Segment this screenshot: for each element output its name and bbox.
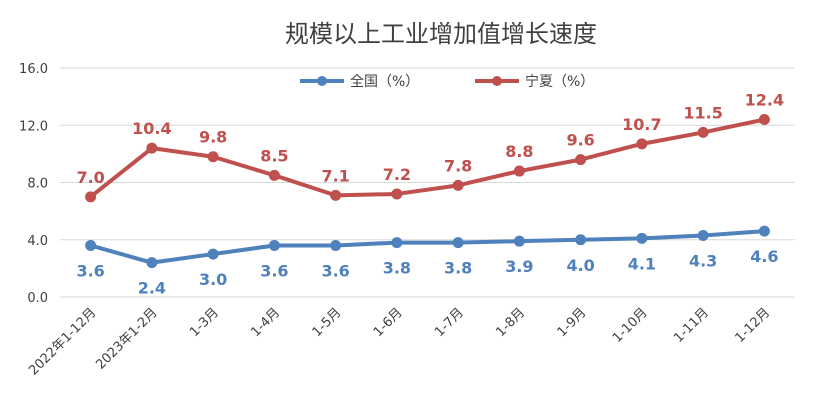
- data-point: [758, 114, 770, 126]
- data-label: 3.8: [383, 259, 411, 278]
- data-point: [697, 126, 709, 138]
- data-point: [513, 165, 525, 177]
- y-tick-label: 8.0: [27, 177, 48, 192]
- data-point: [85, 239, 97, 251]
- x-tick-label: 1-5月: [310, 305, 345, 340]
- data-label: 11.5: [683, 103, 722, 122]
- series-0: 3.6 2.4 3.0 3.6 3.6 3.8 3.8 3.9 4.0 4.1 4.3 4.6: [76, 225, 779, 298]
- x-tick-label: 1-12月: [733, 305, 774, 346]
- legend-swatch-marker: [317, 76, 327, 86]
- data-point: [636, 138, 648, 150]
- x-tick-label: 1-7月: [432, 305, 467, 340]
- legend: 全国（%） 宁夏（%）: [300, 73, 594, 90]
- data-label: 3.0: [199, 270, 227, 289]
- data-label: 3.6: [76, 261, 104, 280]
- data-label: 3.6: [321, 261, 349, 280]
- data-point: [146, 142, 158, 154]
- data-point: [268, 239, 280, 251]
- x-tick-label: 2022年1-12月: [26, 305, 99, 378]
- data-point: [207, 151, 219, 163]
- y-axis: 0.0 4.0 8.0 12.0 16.0: [19, 62, 48, 306]
- data-label: 4.1: [628, 254, 656, 273]
- legend-label: 全国（%）: [350, 73, 419, 90]
- x-tick-label: 1-6月: [371, 305, 406, 340]
- data-label: 10.4: [132, 119, 171, 138]
- data-label: 9.8: [199, 128, 227, 147]
- data-point: [85, 191, 97, 203]
- data-label: 7.1: [321, 166, 349, 185]
- data-label: 3.9: [505, 257, 533, 276]
- x-tick-label: 1-3月: [187, 305, 222, 340]
- data-label: 10.7: [622, 115, 661, 134]
- x-tick-label: 1-11月: [671, 305, 712, 346]
- data-label: 12.4: [745, 91, 784, 110]
- legend-label: 宁夏（%）: [525, 73, 594, 90]
- x-tick-label: 1-9月: [555, 305, 590, 340]
- data-label: 3.6: [260, 261, 288, 280]
- data-label: 7.2: [383, 165, 411, 184]
- y-tick-label: 16.0: [19, 62, 48, 77]
- series-line: [88, 117, 767, 199]
- chart-title: 规模以上工业增加值增长速度: [285, 20, 597, 48]
- data-point: [391, 188, 403, 200]
- data-label: 4.0: [566, 256, 594, 275]
- data-point: [513, 235, 525, 247]
- y-tick-label: 4.0: [27, 234, 48, 249]
- x-tick-label: 1-10月: [610, 305, 651, 346]
- data-label: 7.8: [444, 156, 472, 175]
- data-label: 3.8: [444, 259, 472, 278]
- series-line: [88, 229, 767, 265]
- data-label: 7.0: [76, 168, 104, 187]
- data-point: [575, 154, 587, 166]
- data-point: [697, 229, 709, 241]
- data-point: [207, 248, 219, 260]
- series-layer: 3.6 2.4 3.0 3.6 3.6 3.8 3.8 3.9 4.0 4.1 4.3 4.6 7.0 1…: [76, 91, 784, 298]
- data-point: [452, 179, 464, 191]
- data-point: [330, 189, 342, 201]
- x-tick-label: 2023年1-2月: [93, 305, 160, 372]
- data-point: [268, 169, 280, 181]
- data-point: [146, 257, 158, 269]
- series-1: 7.0 10.4 9.8 8.5 7.1 7.2 7.8 8.8 9.6 10.7 11.5 12.4: [76, 91, 784, 203]
- data-label: 4.3: [689, 251, 717, 270]
- x-tick-label: 1-4月: [248, 305, 283, 340]
- data-point: [391, 237, 403, 249]
- gridlines: [60, 67, 795, 298]
- data-label: 9.6: [566, 131, 594, 150]
- y-tick-label: 12.0: [19, 119, 48, 134]
- data-label: 8.5: [260, 146, 288, 165]
- data-point: [330, 239, 342, 251]
- data-label: 2.4: [138, 279, 166, 298]
- x-tick-label: 1-8月: [493, 305, 528, 340]
- data-point: [452, 237, 464, 249]
- data-point: [575, 234, 587, 246]
- data-point: [758, 225, 770, 237]
- data-label: 8.8: [505, 142, 533, 161]
- legend-swatch-marker: [492, 76, 502, 86]
- data-label: 4.6: [750, 247, 778, 266]
- y-tick-label: 0.0: [27, 291, 48, 306]
- data-point: [636, 232, 648, 244]
